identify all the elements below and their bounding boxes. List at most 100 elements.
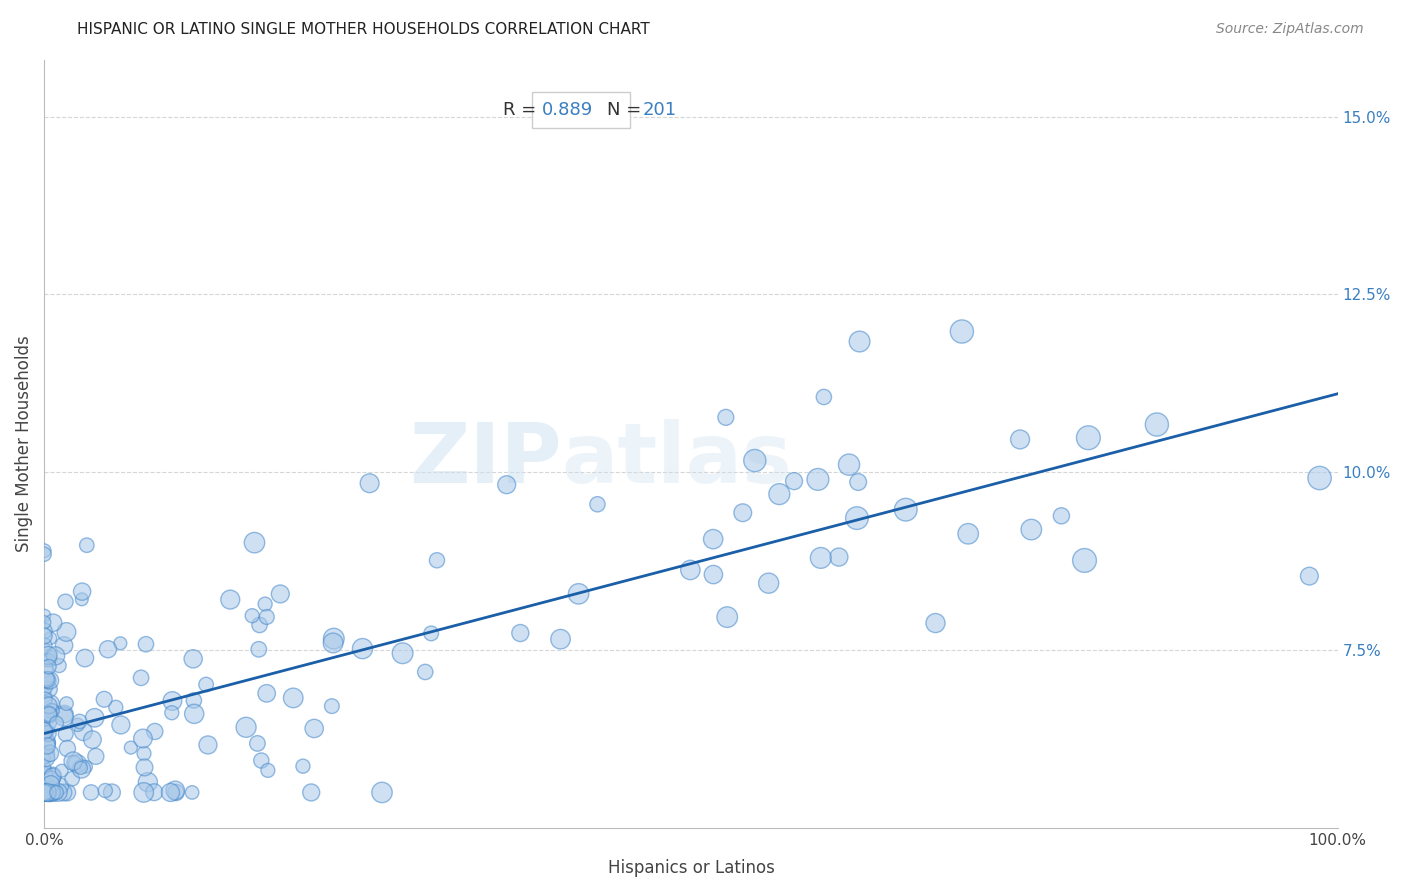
Point (32, 785, 55, 799)
Point (38, 785, 60, 799)
Point (104, 700, 127, 714)
Point (1021, 523, 1043, 537)
Point (291, 759, 314, 773)
Point (195, 677, 218, 691)
Point (32, 662, 55, 676)
Point (162, 694, 184, 708)
Point (143, 785, 166, 799)
Point (37, 735, 59, 749)
Point (136, 775, 159, 789)
Point (69, 714, 91, 729)
Point (38, 659, 60, 673)
Point (813, 390, 835, 404)
Point (45, 716, 67, 731)
Point (35, 751, 58, 765)
Point (246, 736, 269, 750)
Point (302, 722, 325, 736)
Point (84, 749, 107, 764)
Point (42, 769, 65, 783)
Point (60, 772, 83, 786)
Point (42, 703, 65, 717)
Point (828, 550, 851, 565)
Point (1050, 508, 1073, 523)
Point (39, 746, 62, 760)
Point (55, 727, 77, 741)
Point (846, 475, 869, 489)
Point (37, 648, 59, 663)
Point (34, 692, 56, 706)
Point (1309, 471, 1331, 485)
Point (420, 626, 443, 640)
Point (283, 690, 305, 705)
Point (32, 751, 55, 765)
Point (34, 785, 56, 799)
Point (37, 714, 59, 729)
Point (32, 642, 55, 657)
Point (807, 472, 830, 486)
Point (66, 718, 89, 732)
Text: HISPANIC OR LATINO SINGLE MOTHER HOUSEHOLDS CORRELATION CHART: HISPANIC OR LATINO SINGLE MOTHER HOUSEHO… (77, 22, 650, 37)
Point (165, 783, 187, 797)
Point (32, 706, 55, 720)
Point (716, 610, 738, 624)
Point (34, 608, 56, 623)
Point (34, 681, 56, 695)
Point (247, 642, 270, 657)
Point (93, 692, 115, 706)
Point (32, 785, 55, 799)
Point (299, 785, 322, 799)
Point (37, 707, 59, 722)
Point (181, 652, 204, 666)
Point (120, 740, 142, 755)
Point (35, 765, 58, 780)
Point (72, 724, 94, 739)
Point (37, 673, 59, 688)
Point (82, 732, 104, 747)
Point (94, 783, 117, 797)
Point (32, 785, 55, 799)
Point (55, 697, 77, 711)
Point (35, 653, 58, 667)
Point (744, 453, 766, 467)
X-axis label: Hispanics or Latinos: Hispanics or Latinos (607, 859, 775, 877)
Point (32, 785, 55, 799)
Point (135, 637, 157, 651)
Point (568, 587, 591, 601)
Point (413, 665, 436, 679)
Point (35, 672, 58, 686)
Point (38, 653, 60, 667)
Point (32, 785, 55, 799)
Point (254, 597, 277, 611)
Point (32, 785, 55, 799)
Point (41, 770, 63, 784)
Point (371, 785, 394, 799)
Point (32, 629, 55, 643)
Y-axis label: Single Mother Households: Single Mother Households (15, 335, 32, 552)
Point (39, 673, 62, 688)
Point (83, 711, 105, 725)
Point (240, 608, 263, 623)
Point (32, 689, 55, 703)
Point (32, 547, 55, 561)
Point (32, 785, 55, 799)
Point (51, 764, 73, 778)
Point (48, 658, 70, 673)
Point (679, 563, 702, 577)
Point (38, 682, 60, 697)
Point (52, 709, 75, 723)
Point (256, 610, 278, 624)
Point (39, 697, 62, 711)
Point (810, 550, 832, 565)
Point (70, 592, 93, 607)
Point (359, 476, 381, 491)
Point (39, 772, 62, 787)
Point (32, 785, 55, 799)
Text: ZIP: ZIP (409, 418, 561, 500)
Point (32, 543, 55, 558)
Point (256, 686, 278, 700)
Text: N =: N = (607, 101, 647, 119)
Point (183, 693, 205, 707)
Point (42, 615, 65, 630)
Text: 201: 201 (643, 101, 678, 119)
Point (1073, 553, 1095, 567)
